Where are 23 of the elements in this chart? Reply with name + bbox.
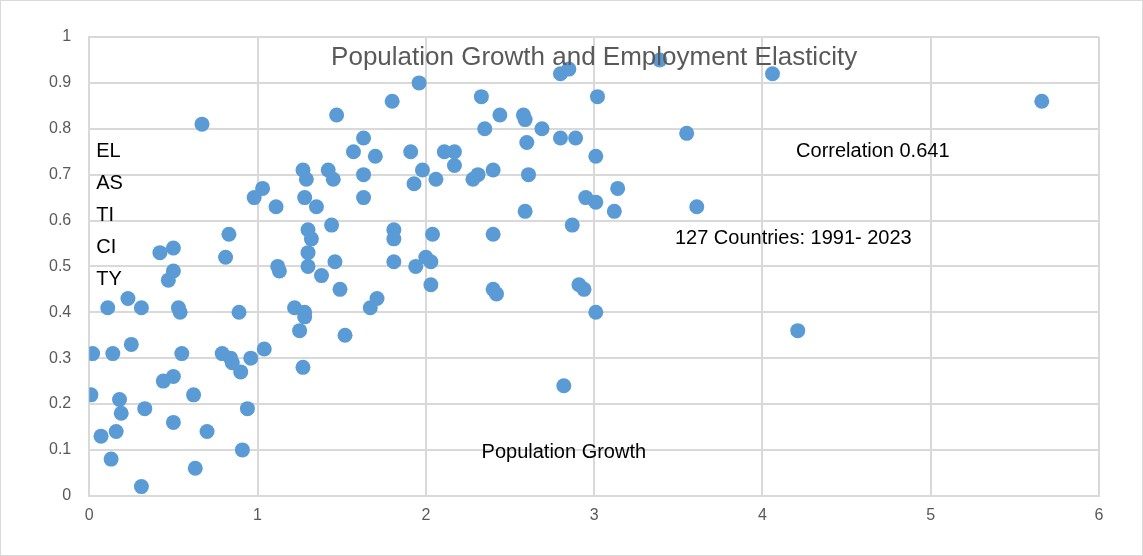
- x-tick-label: 4: [757, 505, 767, 523]
- x-tick-label: 0: [84, 505, 94, 523]
- x-tick-label: 6: [1094, 505, 1104, 523]
- chart-title: Population Growth and Employment Elasticity: [331, 41, 858, 72]
- x-tick-label: 3: [589, 505, 599, 523]
- annotation: Correlation 0.641: [796, 139, 950, 162]
- y-axis-title: EL AS TI CI TY: [96, 138, 123, 289]
- annotation: 127 Countries: 1991- 2023: [674, 226, 912, 249]
- x-axis-title: Population Growth: [481, 439, 647, 462]
- y-tick-label: 0.6: [48, 210, 72, 228]
- y-tick-label: 0.5: [48, 256, 72, 274]
- y-tick-label: 0.4: [48, 302, 72, 320]
- x-tick-label: 2: [421, 505, 431, 523]
- y-tick-label: 0.8: [48, 119, 72, 137]
- y-tick-label: 0.3: [48, 348, 72, 366]
- y-tick-label: 0.1: [48, 440, 72, 458]
- y-tick-label: 0.7: [48, 165, 72, 183]
- y-tick-label: 0.2: [48, 394, 72, 412]
- x-tick-label: 5: [926, 505, 936, 523]
- y-tick-label: 0.9: [48, 73, 72, 91]
- y-tick-label: 1: [62, 27, 72, 45]
- x-tick-label: 1: [253, 505, 263, 523]
- y-tick-label: 0: [62, 486, 72, 504]
